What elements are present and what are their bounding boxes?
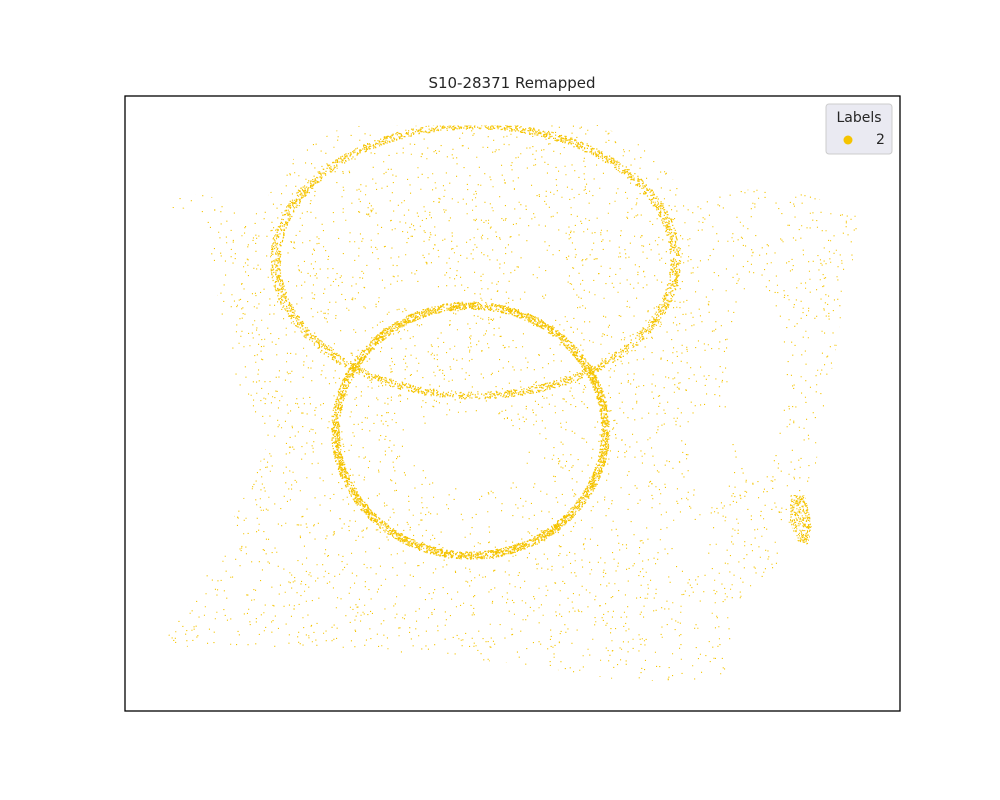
legend-title: Labels (836, 110, 881, 126)
scatter-point-band (270, 125, 682, 400)
plot-frame (124, 95, 901, 712)
legend-label: 2 (876, 132, 885, 148)
scatter-point-band (331, 301, 611, 560)
point-cluster (160, 125, 862, 683)
legend-box (825, 103, 893, 155)
chart-title: S10-28371 Remapped (428, 74, 595, 92)
legend-marker (843, 135, 853, 145)
scatter-point-marks (160, 125, 862, 683)
legend: Labels 2 (825, 103, 893, 155)
scatter-points (160, 125, 862, 683)
point-cluster (790, 495, 812, 545)
scatter-point-marks (790, 495, 812, 545)
